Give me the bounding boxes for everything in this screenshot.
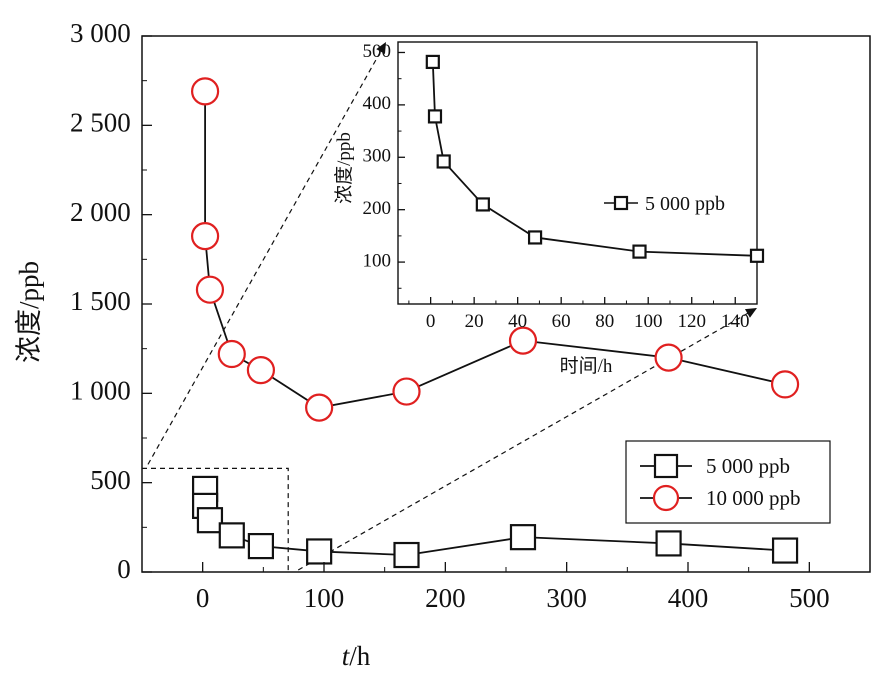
main-x-tick-label: 0: [196, 583, 210, 613]
zoom-guide-lower-arrowhead: [744, 308, 757, 318]
main-data-point: [509, 524, 537, 551]
inset-y-tick-label: 100: [363, 250, 392, 271]
main-y-tick-label: 2 500: [70, 108, 131, 138]
inset-legend-marker: [604, 195, 638, 211]
inset-y-tick-label: 400: [363, 93, 392, 114]
main-data-point: [305, 393, 334, 422]
main-data-point: [508, 326, 538, 355]
main-data-point: [771, 537, 799, 564]
main-x-tick-label: 100: [304, 583, 345, 613]
inset-data-point: [527, 230, 543, 245]
main-data-point: [770, 370, 800, 399]
main-data-point: [392, 377, 421, 406]
inset-plot-frame: [397, 41, 758, 305]
main-data-point: [654, 343, 683, 372]
main-y-tick-label: 3 000: [70, 18, 131, 48]
main-y-tick-label: 1 500: [70, 286, 131, 316]
main-data-point: [190, 222, 220, 251]
main-data-point: [393, 541, 420, 569]
inset-chart: 0 20 40 60 80 100 120 140 100 200 300 400 500 浓度/ppb…: [333, 41, 765, 377]
inset-data-point: [632, 244, 647, 259]
inset-x-tick-label: 20: [465, 311, 484, 332]
main-y-tick-label: 1 000: [70, 376, 131, 406]
main-legend-marker-1: [652, 484, 680, 512]
main-legend-label-5000: 5 000 ppb: [706, 454, 790, 478]
main-y-tick-label: 2 000: [70, 197, 131, 227]
main-series-layer: [190, 77, 800, 569]
main-legend-label-10000: 10 000 ppb: [706, 486, 801, 510]
main-data-point: [195, 275, 225, 304]
main-x-tick-label: 400: [668, 583, 709, 613]
main-x-axis-title: t/h: [342, 641, 371, 671]
zoom-guide-upper-arrowhead: [376, 42, 386, 55]
inset-legend: 5 000 ppb: [604, 193, 725, 215]
inset-series-layer: [425, 54, 765, 263]
inset-x-axis-title: 时间/h: [560, 355, 613, 377]
inset-data-point: [749, 248, 765, 263]
inset-legend-label-5000: 5 000 ppb: [645, 193, 725, 215]
main-data-point: [655, 530, 682, 557]
inset-y-tick-label: 300: [363, 146, 392, 167]
inset-data-point: [427, 109, 443, 124]
zoom-guide-lower: [297, 307, 758, 571]
inset-x-tick-label: 80: [595, 311, 614, 332]
inset-y-tick-label: 500: [363, 41, 392, 62]
main-data-point: [306, 538, 333, 565]
main-legend-marker-0: [653, 453, 679, 479]
inset-x-tick-label: 60: [552, 311, 571, 332]
inset-x-tick-label: 0: [426, 311, 436, 332]
inset-background: [398, 42, 757, 304]
main-x-tick-label: 200: [425, 583, 466, 613]
main-x-tick-label: 300: [546, 583, 587, 613]
main-y-tick-label: 0: [117, 554, 131, 584]
inset-axes-layer: 0 20 40 60 80 100 120 140 100 200 300 400 500: [363, 41, 758, 332]
main-series-line-1: [204, 91, 786, 409]
main-data-point: [196, 507, 224, 534]
main-x-tick-label: 500: [789, 583, 830, 613]
main-y-tick-label: 500: [90, 465, 131, 495]
zoom-guide-lines: [142, 41, 758, 572]
inset-x-tick-label: 40: [508, 311, 527, 332]
main-data-point: [247, 532, 275, 560]
inset-data-point: [436, 154, 451, 169]
inset-data-point: [475, 197, 490, 212]
main-x-axis-title-rest: /h: [349, 641, 371, 671]
main-data-point: [218, 522, 245, 549]
main-y-axis-title: 浓度/ppb: [14, 261, 44, 363]
main-data-point: [217, 339, 246, 369]
inset-y-tick-label: 200: [363, 198, 392, 219]
inset-x-tick-label: 120: [677, 311, 706, 332]
main-legend: 5 000 ppb 10 000 ppb: [625, 440, 831, 524]
main-x-axis-title-italic: t: [342, 641, 351, 671]
inset-legend-marker-0: [613, 195, 629, 211]
main-data-point: [246, 356, 276, 385]
main-legend-markers: [640, 453, 692, 512]
main-data-point: [190, 77, 220, 106]
inset-y-axis-title: 浓度/ppb: [333, 132, 355, 204]
zoom-region-box: [142, 467, 289, 572]
inset-x-tick-label: 140: [721, 311, 750, 332]
inset-x-tick-label: 100: [634, 311, 663, 332]
inset-data-point: [425, 54, 440, 70]
